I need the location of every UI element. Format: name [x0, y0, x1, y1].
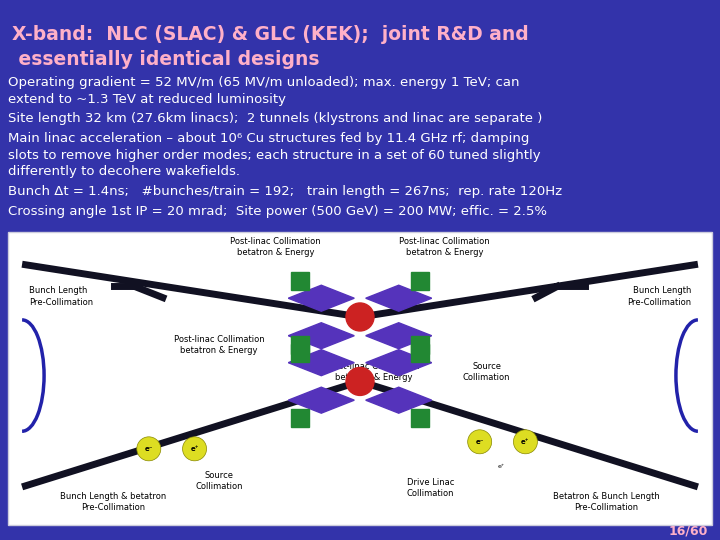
Bar: [411, 345, 429, 362]
Text: e⁺: e⁺: [190, 446, 199, 452]
Polygon shape: [288, 323, 354, 349]
Circle shape: [346, 367, 374, 395]
Text: Post-linac Collimation
betatron & Energy: Post-linac Collimation betatron & Energy: [329, 362, 419, 382]
Circle shape: [137, 437, 161, 461]
Bar: [411, 336, 429, 354]
Text: Bunch Δt = 1.4ns;   #bunches/train = 192;   train length = 267ns;  rep. rate 120: Bunch Δt = 1.4ns; #bunches/train = 192; …: [8, 185, 562, 198]
Text: Crossing angle 1st IP = 20 mrad;  Site power (500 GeV) = 200 MW; effic. = 2.5%: Crossing angle 1st IP = 20 mrad; Site po…: [8, 205, 547, 218]
Bar: [291, 345, 309, 362]
FancyBboxPatch shape: [8, 232, 712, 525]
Polygon shape: [366, 285, 432, 311]
Text: Bunch Length
Pre-Collimation: Bunch Length Pre-Collimation: [626, 286, 691, 307]
Polygon shape: [366, 323, 432, 349]
Text: Source
Collimation: Source Collimation: [463, 362, 510, 382]
Text: Site length 32 km (27.6km linacs);  2 tunnels (klystrons and linac are separate : Site length 32 km (27.6km linacs); 2 tun…: [8, 112, 542, 125]
Bar: [291, 336, 309, 354]
Circle shape: [183, 437, 207, 461]
Bar: [291, 272, 309, 289]
Text: e⁺: e⁺: [498, 464, 505, 469]
Bar: [291, 409, 309, 427]
Text: 16/60: 16/60: [669, 525, 708, 538]
Text: e⁻: e⁻: [145, 446, 153, 452]
Text: Post-linac Collimation
betatron & Energy: Post-linac Collimation betatron & Energy: [230, 237, 321, 257]
Circle shape: [346, 303, 374, 331]
Text: Drive Linac
Collimation: Drive Linac Collimation: [407, 478, 454, 498]
Polygon shape: [288, 350, 354, 376]
Text: Post-linac Collimation
betatron & Energy: Post-linac Collimation betatron & Energy: [399, 237, 490, 257]
Polygon shape: [288, 387, 354, 413]
Text: Bunch Length
Pre-Collimation: Bunch Length Pre-Collimation: [29, 286, 94, 307]
Circle shape: [513, 430, 537, 454]
Polygon shape: [366, 387, 432, 413]
Circle shape: [468, 430, 492, 454]
Text: X-band:  NLC (SLAC) & GLC (KEK);  joint R&D and: X-band: NLC (SLAC) & GLC (KEK); joint R&…: [12, 25, 528, 44]
Polygon shape: [288, 285, 354, 311]
Bar: [411, 409, 429, 427]
Polygon shape: [366, 350, 432, 376]
Text: Bunch Length & betatron
Pre-Collimation: Bunch Length & betatron Pre-Collimation: [60, 492, 167, 512]
Text: Source
Collimation: Source Collimation: [195, 471, 243, 491]
Bar: [411, 272, 429, 289]
Text: Main linac acceleration – about 10⁶ Cu structures fed by 11.4 GHz rf; damping
sl: Main linac acceleration – about 10⁶ Cu s…: [8, 132, 541, 178]
Text: Post-linac Collimation
betatron & Energy: Post-linac Collimation betatron & Energy: [174, 335, 264, 355]
Text: Betatron & Bunch Length
Pre-Collimation: Betatron & Bunch Length Pre-Collimation: [553, 492, 660, 512]
Text: Operating gradient = 52 MV/m (65 MV/m unloaded); max. energy 1 TeV; can
extend t: Operating gradient = 52 MV/m (65 MV/m un…: [8, 76, 520, 105]
Text: e⁺: e⁺: [521, 439, 530, 445]
Text: essentially identical designs: essentially identical designs: [12, 50, 320, 69]
Text: e⁻: e⁻: [475, 439, 484, 445]
